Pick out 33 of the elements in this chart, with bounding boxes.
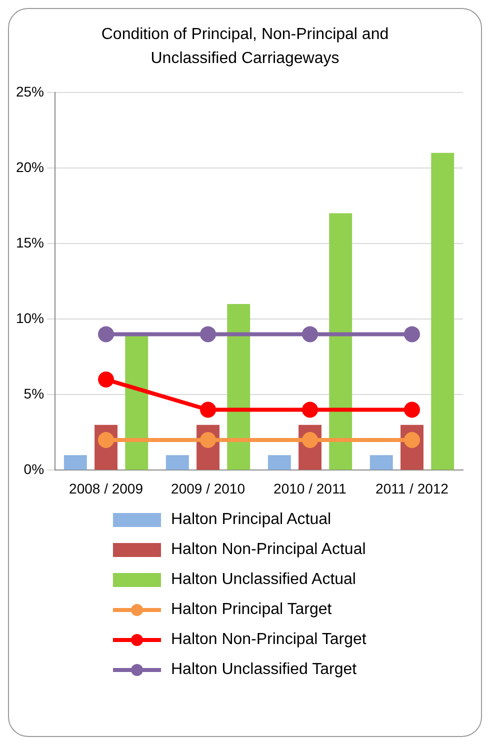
bar [268, 455, 291, 470]
y-tick-label: 0% [24, 461, 44, 478]
bar [370, 455, 393, 470]
legend-label: Halton Non-Principal Target [171, 631, 366, 649]
point [200, 402, 216, 418]
bar [125, 334, 148, 470]
chart-title: Condition of Principal, Non-Principal and Unclassified Carriageways [100, 25, 390, 69]
legend-label: Halton Non-Principal Actual [171, 541, 366, 559]
legend-label: Halton Principal Target [171, 601, 332, 619]
y-tick-label: 20% [16, 158, 44, 175]
point [98, 326, 114, 342]
y-tick-label: 10% [16, 310, 44, 326]
x-tick-label: 2011 / 2012 [376, 480, 449, 496]
bar [431, 152, 454, 470]
point [302, 326, 318, 342]
legend-label: Halton Principal Actual [171, 511, 332, 529]
y-tick-label: 5% [24, 386, 44, 402]
point [404, 326, 420, 342]
y-tick-label: 25% [16, 83, 44, 100]
bar [329, 213, 352, 470]
legend-label: Halton Unclassified Target [171, 661, 357, 679]
bar [64, 455, 87, 470]
y-tick-label: 15% [16, 234, 44, 250]
x-tick-label: 2010 / 2011 [274, 480, 347, 496]
legend-label: Halton Unclassified Actual [171, 571, 356, 589]
point [302, 402, 318, 418]
point [98, 372, 114, 388]
x-tick-label: 2009 / 2010 [171, 480, 246, 496]
bar [166, 455, 189, 470]
x-tick-label: 2008 / 2009 [69, 480, 144, 496]
point [200, 326, 216, 342]
point [404, 402, 420, 418]
bar [227, 304, 250, 470]
